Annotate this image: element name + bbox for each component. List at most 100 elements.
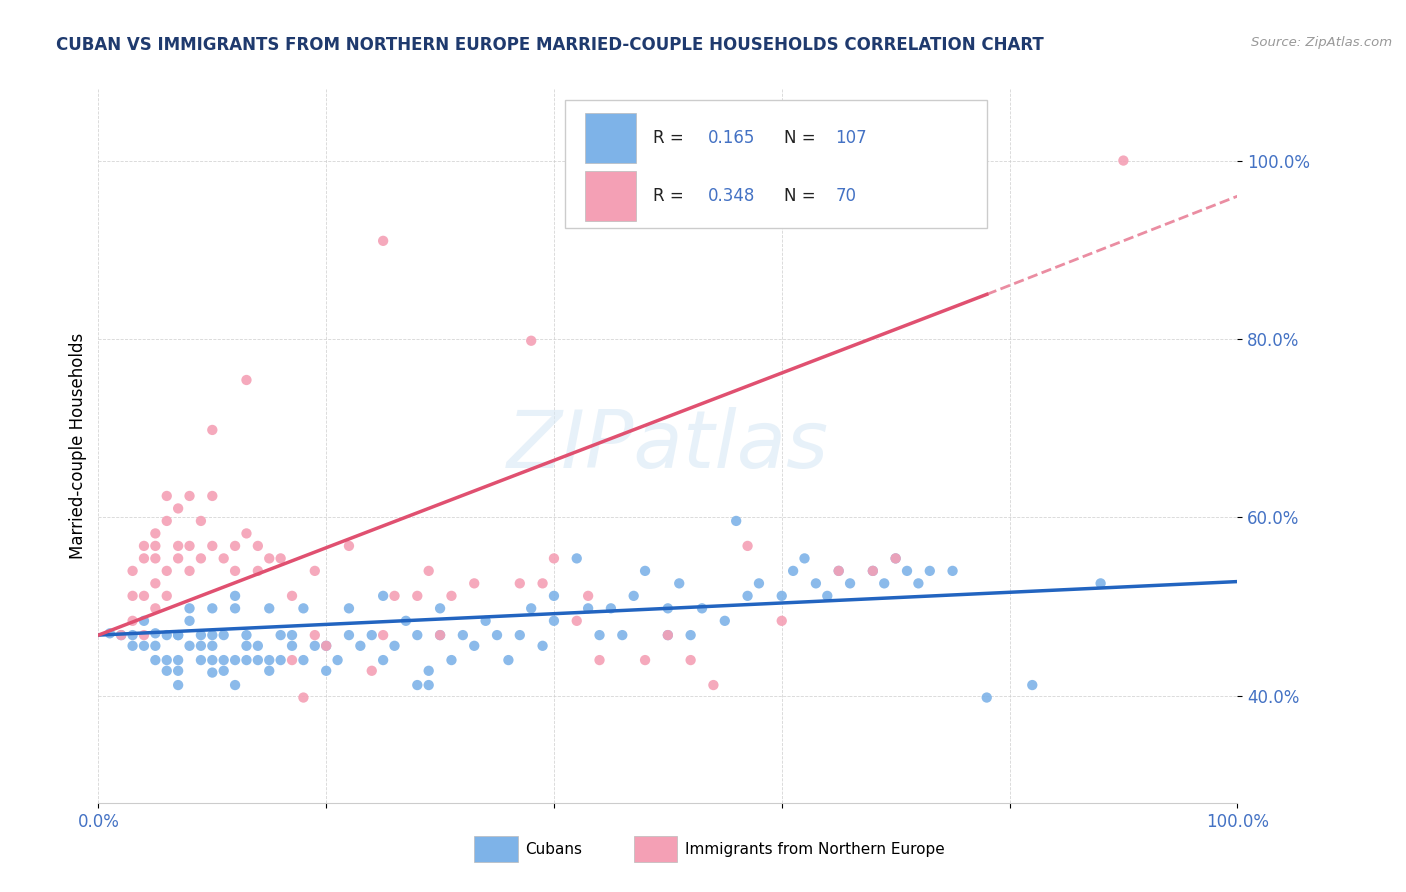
Point xyxy=(395,614,418,628)
Point xyxy=(201,423,224,437)
Point xyxy=(565,551,588,566)
Point xyxy=(179,539,201,553)
Point xyxy=(543,589,565,603)
Point xyxy=(292,601,315,615)
Point xyxy=(406,628,429,642)
FancyBboxPatch shape xyxy=(634,837,676,862)
Point xyxy=(224,539,246,553)
Point xyxy=(201,628,224,642)
Point xyxy=(543,614,565,628)
Point xyxy=(156,589,179,603)
Point xyxy=(418,664,440,678)
Point xyxy=(486,628,509,642)
Point xyxy=(190,551,212,566)
Point xyxy=(246,564,269,578)
Point xyxy=(828,564,851,578)
Point xyxy=(884,551,907,566)
Y-axis label: Married-couple Households: Married-couple Households xyxy=(69,333,87,559)
Point xyxy=(121,589,143,603)
Point xyxy=(156,653,179,667)
Point xyxy=(145,653,167,667)
Point xyxy=(121,614,143,628)
Point xyxy=(360,628,382,642)
Point xyxy=(406,589,429,603)
Point xyxy=(884,551,907,566)
Point xyxy=(190,653,212,667)
Point xyxy=(498,653,520,667)
Point xyxy=(156,628,179,642)
Point xyxy=(531,576,554,591)
Text: 107: 107 xyxy=(835,128,868,146)
Point xyxy=(224,653,246,667)
Point xyxy=(418,678,440,692)
Point xyxy=(145,601,167,615)
Point xyxy=(623,589,645,603)
Text: Immigrants from Northern Europe: Immigrants from Northern Europe xyxy=(685,842,945,856)
Text: 0.165: 0.165 xyxy=(707,128,755,146)
Point xyxy=(429,601,451,615)
Point xyxy=(588,628,610,642)
Point xyxy=(201,539,224,553)
Point xyxy=(770,614,793,628)
Point xyxy=(281,589,304,603)
Point xyxy=(509,628,531,642)
Point xyxy=(839,576,862,591)
Point xyxy=(862,564,884,578)
Point xyxy=(804,576,827,591)
Point xyxy=(384,589,406,603)
Point xyxy=(190,639,212,653)
Point xyxy=(179,614,201,628)
Point xyxy=(371,653,394,667)
Point xyxy=(132,551,155,566)
Point xyxy=(132,614,155,628)
Point xyxy=(737,539,759,553)
Point xyxy=(167,678,190,692)
Point xyxy=(110,628,132,642)
Point xyxy=(212,653,235,667)
Point xyxy=(418,564,440,578)
Point xyxy=(259,664,281,678)
Point xyxy=(337,539,360,553)
Point xyxy=(690,601,713,615)
Point xyxy=(281,653,304,667)
Point xyxy=(235,526,257,541)
Point xyxy=(371,589,394,603)
Point xyxy=(132,589,155,603)
Point xyxy=(679,628,702,642)
Point xyxy=(815,589,838,603)
Point xyxy=(145,639,167,653)
Point xyxy=(576,601,599,615)
Point xyxy=(121,564,143,578)
Point xyxy=(1021,678,1043,692)
Point xyxy=(201,601,224,615)
Point xyxy=(315,639,337,653)
Point xyxy=(235,373,257,387)
Point xyxy=(371,628,394,642)
Point xyxy=(907,576,929,591)
Point xyxy=(145,551,167,566)
Point xyxy=(371,234,394,248)
Text: R =: R = xyxy=(652,128,689,146)
Point xyxy=(167,628,190,642)
Point xyxy=(770,589,793,603)
Point xyxy=(212,664,235,678)
Point xyxy=(702,678,724,692)
Point xyxy=(976,690,998,705)
Point xyxy=(270,653,292,667)
Point xyxy=(235,653,257,667)
Point xyxy=(440,653,463,667)
FancyBboxPatch shape xyxy=(585,112,636,162)
Text: N =: N = xyxy=(785,187,821,205)
Point xyxy=(1090,576,1112,591)
Point xyxy=(679,653,702,667)
Point xyxy=(406,678,429,692)
Point xyxy=(576,589,599,603)
Point xyxy=(918,564,941,578)
Point xyxy=(349,639,371,653)
Point xyxy=(145,576,167,591)
Point xyxy=(259,653,281,667)
Point xyxy=(167,501,190,516)
Point xyxy=(600,601,623,615)
Text: Cubans: Cubans xyxy=(526,842,582,856)
Point xyxy=(612,628,634,642)
